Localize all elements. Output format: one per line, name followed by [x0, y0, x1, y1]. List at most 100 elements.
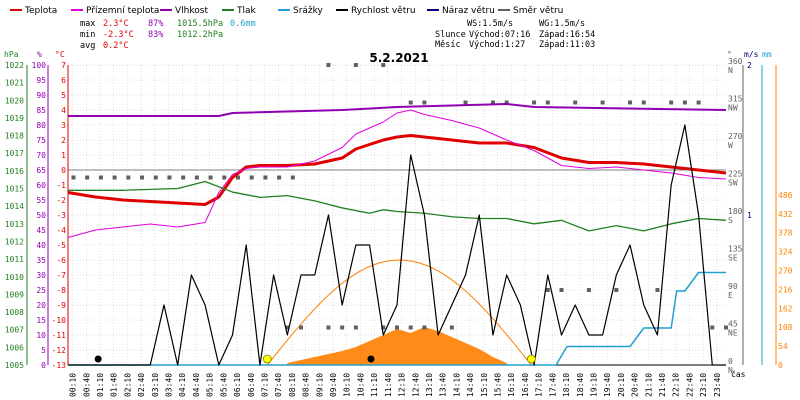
unit-pct: % — [37, 50, 42, 59]
tick-radiation: 324 — [778, 248, 793, 257]
tick-temp: -4 — [56, 226, 66, 235]
tick-time: 01:40 — [110, 373, 119, 397]
tick-hum: 10 — [36, 331, 46, 340]
legend-label: Vlhkost — [175, 6, 208, 16]
tick-compass: N — [728, 366, 733, 375]
tick-hum: 65 — [36, 166, 46, 175]
tick-time: 05:10 — [206, 373, 215, 397]
wind-dir-point — [422, 100, 427, 105]
tick-compass: NW — [728, 104, 738, 113]
wind-dir-point — [696, 100, 701, 105]
tick-compass: N — [728, 66, 733, 75]
tick-temp: 0 — [61, 166, 66, 175]
tick-press: 1012 — [5, 237, 24, 246]
wind-dir-point — [504, 100, 509, 105]
stat-max-hum: 87% — [148, 19, 163, 29]
wind-dir-point — [235, 175, 240, 180]
tick-hum: 75 — [36, 136, 46, 145]
wind-dir-point — [98, 175, 103, 180]
tick-time: 13:40 — [439, 373, 448, 397]
moon-marker — [94, 355, 102, 363]
tick-time: 03:10 — [151, 373, 160, 397]
tick-time: 21:40 — [658, 373, 667, 397]
chart-legend: Teplota Přízemní teplota Vlhkost Tlak Srážky… — [10, 6, 563, 16]
tick-time: 23:40 — [713, 373, 722, 397]
moon-marker — [367, 355, 375, 363]
wind-dir-point — [545, 288, 550, 292]
tick-hum: 60 — [36, 181, 46, 190]
wind-dir-point — [126, 175, 131, 180]
wind-dir-point — [194, 175, 199, 180]
legend-label: Směr větru — [513, 6, 563, 16]
tick-time: 17:40 — [548, 373, 557, 397]
wind-dir-point — [573, 100, 578, 105]
tick-time: 08:10 — [288, 373, 297, 397]
tick-wind-speed: 2 — [747, 61, 752, 70]
tick-radiation: 162 — [778, 304, 793, 313]
tick-radiation: 0 — [778, 361, 783, 370]
axis-units: hPa % °C ° m/s mm čas — [4, 50, 772, 379]
wind-dir-point — [153, 175, 158, 180]
tick-temp: -7 — [56, 271, 66, 280]
wind-dir-point — [208, 175, 213, 180]
tick-dir: 180 — [728, 207, 743, 216]
tick-temp: 7 — [61, 61, 66, 70]
tick-time: 11:40 — [384, 373, 393, 397]
radiation-area — [287, 327, 507, 365]
wind-dir-point — [463, 100, 468, 105]
tick-press: 1006 — [5, 343, 24, 352]
tick-radiation: 216 — [778, 285, 793, 294]
tick-press: 1021 — [5, 79, 24, 88]
stat-min-label: min — [80, 30, 95, 40]
tick-time: 09:10 — [315, 373, 324, 397]
tick-temp: -12 — [52, 346, 67, 355]
tick-compass: E — [728, 291, 733, 300]
tick-time: 12:10 — [398, 373, 407, 397]
sun-set: Západ:16:54 — [539, 30, 595, 40]
stats-block: max 2.3°C 87% 1015.5hPa 0.6mm min -2.3°C… — [80, 19, 256, 51]
wind-dir-point — [263, 175, 268, 180]
tick-dir: 360 — [728, 57, 743, 66]
tick-temp: -3 — [56, 211, 66, 220]
tick-temp: -13 — [52, 361, 67, 370]
tick-time: 12:40 — [411, 373, 420, 397]
tick-time: 22:10 — [672, 373, 681, 397]
wind-dir-point — [290, 175, 295, 180]
series-srážky — [68, 271, 726, 366]
tick-temp: 5 — [61, 91, 66, 100]
tick-time: 06:40 — [247, 373, 256, 397]
tick-dir: 0 — [728, 357, 733, 366]
tick-hum: 45 — [36, 226, 46, 235]
plot-area — [67, 63, 728, 366]
tick-hum: 15 — [36, 316, 46, 325]
tick-hum: 25 — [36, 286, 46, 295]
tick-press: 1018 — [5, 132, 24, 141]
tick-press: 1005 — [5, 361, 24, 370]
astro-block: WS:1.5m/s WG:1.5m/s Slunce Východ:07:16 … — [435, 19, 595, 50]
wind-dir-point — [181, 175, 186, 180]
sun-marker — [526, 354, 536, 364]
series-teplota — [67, 134, 727, 206]
wind-dir-point — [112, 175, 117, 180]
tick-temp: -6 — [56, 256, 66, 265]
tick-time: 04:40 — [192, 373, 201, 397]
legend-label: Srážky — [293, 6, 324, 16]
tick-time: 13:10 — [425, 373, 434, 397]
series-vlhkost — [68, 103, 727, 117]
plot-axes: -130-125-1110-1015-920-825-730-635-540-4… — [5, 57, 793, 375]
series-rychlost-větru — [68, 124, 726, 366]
stat-min-hum: 83% — [148, 30, 163, 40]
tick-compass: NE — [728, 329, 738, 338]
wind-dir-point — [395, 325, 399, 330]
tick-time: 20:40 — [631, 373, 640, 397]
tick-time: 07:40 — [274, 373, 283, 397]
tick-dir: 315 — [728, 95, 743, 104]
wind-dir-point — [167, 175, 172, 180]
wind-dir-point — [532, 100, 537, 105]
tick-press: 1011 — [5, 255, 24, 264]
tick-press: 1008 — [5, 308, 24, 317]
tick-press: 1022 — [5, 61, 24, 70]
tick-hum: 35 — [36, 256, 46, 265]
tick-temp: 3 — [61, 121, 66, 130]
